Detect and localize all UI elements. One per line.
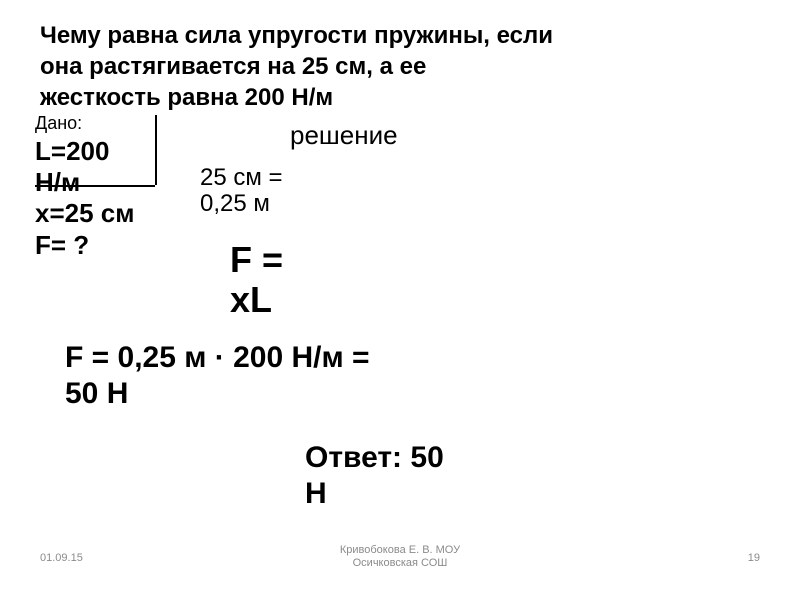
- given-x: x=25 см: [35, 198, 134, 229]
- formula-line: F =: [230, 240, 283, 280]
- footer-date: 01.09.15: [40, 552, 83, 564]
- answer: Ответ: 50 Н: [305, 440, 444, 512]
- given-F: F= ?: [35, 230, 134, 261]
- conversion-line: 0,25 м: [200, 191, 283, 217]
- problem-line: жесткость равна 200 Н/м: [40, 82, 760, 113]
- calculation-line: F = 0,25 м · 200 Н/м =: [65, 340, 370, 376]
- author-line: Кривобокова Е. В. МОУ: [340, 544, 460, 557]
- dano-label: Дано:: [35, 113, 134, 134]
- given-L-value: L=200: [35, 136, 134, 167]
- unit-conversion: 25 см = 0,25 м: [200, 165, 283, 218]
- footer-page-number: 19: [748, 552, 760, 564]
- problem-line: она растягивается на 25 см, а ее: [40, 51, 760, 82]
- vertical-divider: [155, 115, 157, 185]
- author-line: Осичковская СОШ: [340, 557, 460, 570]
- problem-line: Чему равна сила упругости пружины, если: [40, 20, 760, 51]
- footer-author: Кривобокова Е. В. МОУ Осичковская СОШ: [340, 544, 460, 570]
- calculation-line: 50 Н: [65, 376, 370, 412]
- horizontal-divider: [35, 185, 155, 187]
- given-L-unit: Н/м: [35, 167, 134, 198]
- calculation: F = 0,25 м · 200 Н/м = 50 Н: [65, 340, 370, 412]
- answer-line: Ответ: 50: [305, 440, 444, 476]
- solution-label: решение: [290, 120, 398, 151]
- conversion-line: 25 см =: [200, 165, 283, 191]
- problem-statement: Чему равна сила упругости пружины, если …: [40, 20, 760, 114]
- formula-line: xL: [230, 280, 283, 320]
- formula: F = xL: [230, 240, 283, 319]
- answer-line: Н: [305, 476, 444, 512]
